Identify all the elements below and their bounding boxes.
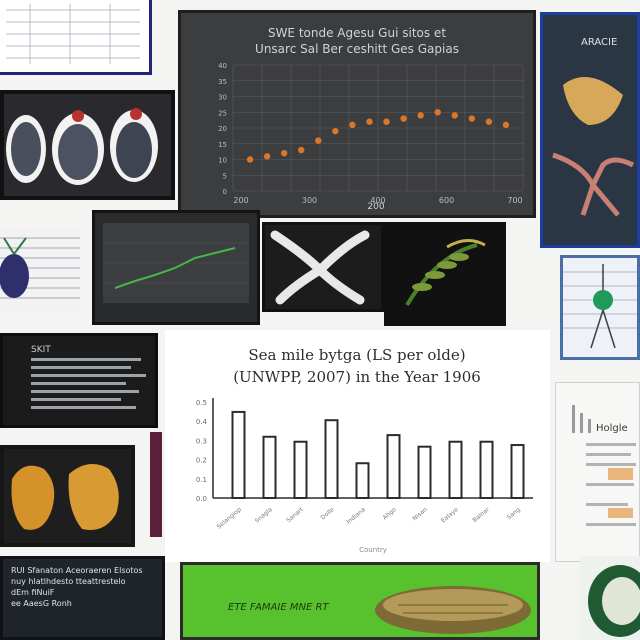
dark-chart-ytick-label: 5 (223, 172, 227, 180)
dark-chart-point (349, 121, 356, 129)
dark-chart-ytick-label: 30 (218, 94, 227, 102)
dark-chart-xtick-label: 200 (233, 196, 248, 205)
dark-chart-point (263, 153, 271, 160)
main-chart-category-label: Indiana (345, 506, 367, 526)
bottom-green-caption: ETE FAMAIE MNE RT (228, 602, 329, 613)
top-right-heading: ARACIE (581, 37, 617, 48)
dark-chart-title-line1: SWE tonde Agesu Gui sitos et (268, 26, 446, 40)
bottom-left-text-line-3: dEm fiNuiF (11, 588, 55, 597)
magenta-strip (150, 432, 162, 537)
dark-chart-xtick-label: 600 (439, 196, 454, 205)
dark-chart-point (332, 127, 339, 135)
main-chart-ytick-label: 0.3 (196, 437, 207, 445)
dark-chart-ytick-label: 20 (218, 125, 227, 133)
dark-chart-point (383, 118, 390, 125)
dark-chart-ytick-label: 25 (218, 109, 227, 117)
bottom-left-text-line-4: ee AaesG Ronh (11, 599, 72, 608)
main-chart-bar (293, 440, 308, 499)
dark-chart-ytick-label: 40 (218, 62, 227, 70)
main-chart-category-label: Dolle (320, 506, 336, 521)
main-chart-ytick-label: 0.4 (196, 418, 208, 426)
main-chart-category-label: Snagla (254, 506, 274, 525)
main-chart-ytick-label: 0.0 (196, 495, 207, 503)
main-chart-title-line2: (UNWPP, 2007) in the Year 1906 (233, 368, 481, 386)
dark-chart-point (298, 146, 305, 154)
dark-chart-point (400, 115, 407, 122)
main-chart-ytick-label: 0.5 (196, 399, 207, 407)
main-chart-bar (324, 419, 339, 499)
main-chart-bar (231, 410, 246, 499)
main-chart-ytick-label: 0.2 (196, 457, 207, 465)
dark-text-panel: SKIT (0, 333, 158, 428)
main-chart-bar (262, 435, 277, 499)
main-chart-category-label: Ealaye (440, 506, 460, 524)
bottom-right-specimen-photo (580, 556, 640, 640)
dark-scatter-chart: SWE tonde Agesu Gui sitos et Unsarc Sal … (218, 26, 524, 212)
main-chart-ytick-label: 0.1 (196, 476, 207, 484)
dark-chart-ytick-label: 35 (218, 78, 227, 86)
dark-chart-xtick-label: 700 (507, 196, 522, 205)
dark-chart-point (417, 112, 424, 119)
dark-chart-x-axis-label: 200 (367, 202, 384, 212)
main-chart-bar (417, 445, 432, 499)
dark-text-panel-heading: SKIT (31, 345, 51, 355)
main-bar-chart: Sea mile bytga (LS per olde) (UNWPP, 200… (196, 346, 533, 554)
dark-chart-point (468, 115, 476, 122)
main-chart-bar (479, 440, 494, 499)
main-chart-category-label: Sang (506, 506, 522, 521)
main-chart-category-label: Selangiop (216, 506, 243, 531)
top-left-table-thumbnail (0, 0, 152, 75)
main-chart-category-label: Balnar (471, 506, 491, 524)
bottom-green-panel: ETE FAMAIE MNE RT (180, 562, 540, 640)
bottom-left-text-line-1: RUI Sfanaton Aceoraeren Elsotos (11, 566, 143, 575)
dark-chart-point (366, 118, 373, 125)
main-chart-title-line1: Sea mile bytga (LS per olde) (248, 346, 465, 364)
dark-chart-point (246, 156, 254, 163)
small-line-chart-panel (92, 210, 260, 325)
orange-specimens-photo (0, 445, 135, 547)
dark-chart-ytick-label: 0 (223, 188, 227, 196)
skeleton-photo-panel (262, 222, 384, 312)
bottom-left-text-panel: RUI Sfanaton Aceoraeren Elsotos nuy hlat… (0, 556, 165, 640)
dark-chart-point (280, 150, 288, 157)
bottom-left-text-line-2: nuy hlatlhdesto tteattrestelo (11, 577, 126, 586)
dark-chart-title-line2: Unsarc Sal Ber ceshitt Ges Gapias (255, 42, 459, 56)
right-document-heading: Holgle (596, 423, 628, 434)
dark-chart-point (315, 137, 322, 144)
right-document-panel: Holgle (555, 382, 640, 562)
main-chart-category-label: Nisan (411, 506, 428, 522)
dark-chart-xtick-label: 300 (302, 196, 317, 205)
plant-photo-panel (384, 222, 506, 326)
main-chart-bar (386, 434, 401, 499)
right-anatomy-diagram (560, 255, 640, 360)
main-chart-bar (355, 462, 370, 499)
dark-chart-ytick-label: 15 (218, 141, 227, 149)
main-chart-category-label: Ahgo (381, 506, 398, 521)
left-anatomy-diagram (0, 228, 80, 318)
dark-chart-point (502, 121, 510, 129)
main-bar-chart-panel: Sea mile bytga (LS per olde) (UNWPP, 200… (165, 330, 550, 562)
specimen-photo-top-right: ARACIE (540, 12, 640, 248)
main-chart-xlabel: Country (359, 546, 387, 554)
main-chart-bar (510, 444, 525, 500)
dark-chart-point (451, 112, 458, 119)
dark-chart-xtick-label: 400 (370, 196, 385, 205)
main-chart-category-label: Sanart (285, 506, 305, 524)
oval-specimens-photo (0, 90, 175, 200)
main-chart-bar (448, 440, 463, 499)
dark-chart-ytick-label: 10 (218, 157, 227, 165)
dark-chart-point (485, 118, 493, 125)
dark-scatter-chart-panel: SWE tonde Agesu Gui sitos et Unsarc Sal … (178, 10, 536, 218)
dark-chart-point (434, 109, 441, 116)
